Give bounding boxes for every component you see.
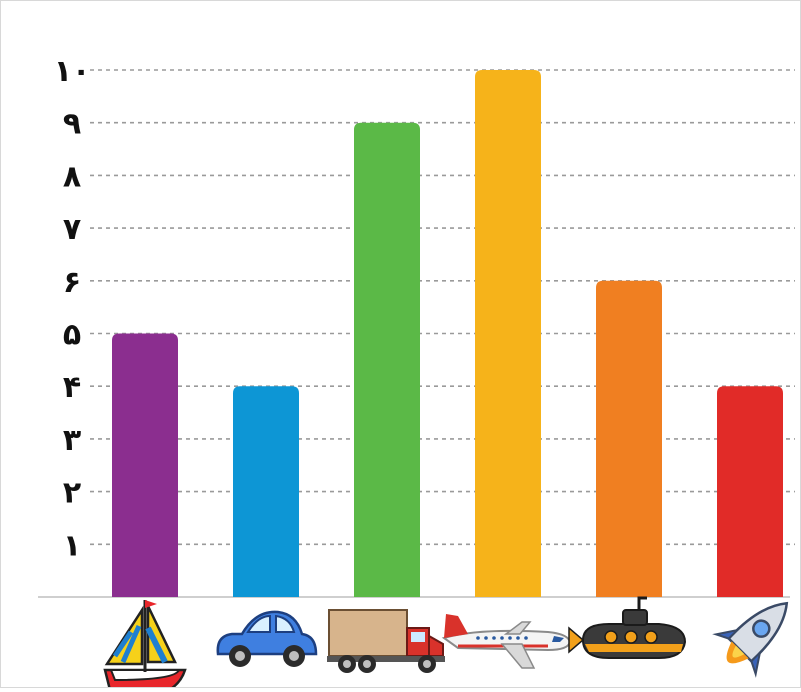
bar-car bbox=[233, 386, 299, 597]
y-tick-label: ۶ bbox=[63, 265, 81, 300]
y-tick-label: ۸ bbox=[63, 159, 81, 194]
y-tick-label: ۵ bbox=[63, 318, 81, 353]
y-tick-label: ۴ bbox=[63, 370, 81, 405]
y-tick-label: ۱ bbox=[63, 528, 81, 563]
bar-airplane bbox=[475, 70, 541, 597]
bar-rocket bbox=[717, 386, 783, 597]
bars bbox=[112, 70, 783, 597]
bar-truck bbox=[354, 122, 420, 597]
y-tick-label: ۹ bbox=[63, 107, 81, 142]
bar-sailboat bbox=[112, 333, 178, 597]
y-tick-label: ۷ bbox=[63, 212, 81, 247]
y-tick-label: ۳ bbox=[63, 423, 81, 458]
y-tick-label: ۱۰ bbox=[54, 54, 91, 89]
y-tick-label: ۲ bbox=[63, 476, 81, 511]
gridlines bbox=[90, 69, 795, 546]
bar-submarine bbox=[596, 280, 662, 597]
y-axis-ticks: ۱ ۲ ۳ ۴ ۵ ۶ ۷ ۸ ۹ ۱۰ bbox=[54, 54, 91, 563]
